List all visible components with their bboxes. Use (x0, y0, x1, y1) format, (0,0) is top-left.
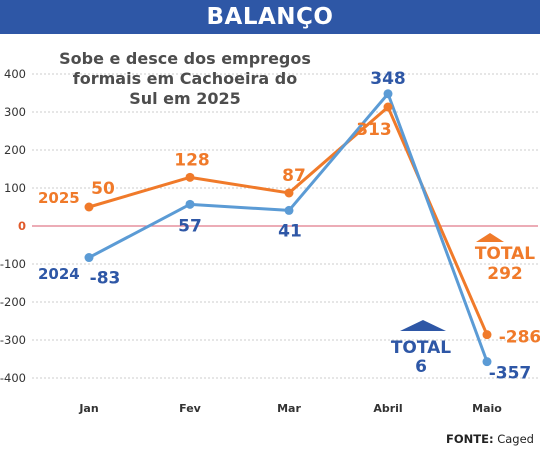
y-tick-label: -200 (0, 295, 26, 309)
header-banner: BALANÇO (0, 0, 540, 34)
data-label-2025: 87 (282, 166, 306, 186)
chart-title-line-2: formais em Cachoeira do (73, 69, 297, 88)
data-point-2025 (84, 202, 94, 212)
total-2025-label: TOTAL (475, 244, 535, 264)
data-point-2024 (383, 89, 393, 99)
x-tick-label: Jan (78, 402, 98, 415)
total-2024-value: 6 (415, 357, 427, 377)
series-label-2024: 2024 (38, 265, 80, 283)
chart-title-line-1: Sobe e desce dos empregos (59, 49, 311, 68)
chart-title-line-3: Sul em 2025 (129, 89, 241, 108)
x-tick-label: Maio (472, 402, 502, 415)
data-point-2025 (383, 102, 393, 112)
banner-title: BALANÇO (206, 4, 334, 30)
data-label-2025: 50 (91, 179, 115, 199)
y-tick-label: 0 (18, 219, 26, 233)
total-2025-value: 292 (487, 264, 523, 284)
y-tick-label: 100 (4, 181, 26, 195)
data-point-2024 (284, 205, 294, 215)
y-axis-ticks: 400 300 200 100 0 -100 -200 -300 -400 (0, 67, 26, 385)
y-tick-label: -400 (0, 371, 26, 385)
data-label-2025: -286 (499, 328, 540, 348)
data-label-2025: 128 (174, 150, 210, 170)
data-point-2024 (482, 357, 492, 367)
data-label-2024: 57 (178, 216, 202, 236)
data-label-2024: -357 (489, 364, 532, 384)
y-tick-label: -100 (0, 257, 26, 271)
data-point-2024 (185, 199, 195, 209)
source-text: Caged (497, 432, 534, 446)
chart-grid (32, 73, 538, 379)
y-tick-label: 400 (4, 67, 26, 81)
total-2025-triangle (476, 233, 504, 242)
x-tick-label: Abril (373, 402, 402, 415)
x-axis-ticks: Jan Fev Mar Abril Maio (78, 402, 502, 415)
data-point-2025 (185, 172, 195, 182)
y-tick-label: 300 (4, 105, 26, 119)
data-label-2024: -83 (90, 269, 121, 289)
source-label: FONTE: (446, 432, 494, 446)
x-tick-label: Fev (179, 402, 202, 415)
data-label-2025: 313 (356, 120, 392, 140)
series-label-2025: 2025 (38, 189, 80, 207)
data-label-2024: 348 (370, 69, 406, 89)
y-tick-label: -300 (0, 333, 26, 347)
y-tick-label: 200 (4, 143, 26, 157)
data-point-2025 (482, 330, 492, 340)
total-2024-label: TOTAL (391, 338, 451, 358)
data-point-2025 (284, 188, 294, 198)
total-2024-triangle (400, 320, 446, 331)
series-points (84, 89, 492, 367)
data-label-2024: 41 (278, 221, 302, 241)
x-tick-label: Mar (277, 402, 301, 415)
data-point-2024 (84, 253, 94, 263)
source-note: FONTE: Caged (446, 432, 534, 446)
data-labels: 50 128 87 313 -286 -83 57 41 348 -357 (90, 69, 540, 384)
